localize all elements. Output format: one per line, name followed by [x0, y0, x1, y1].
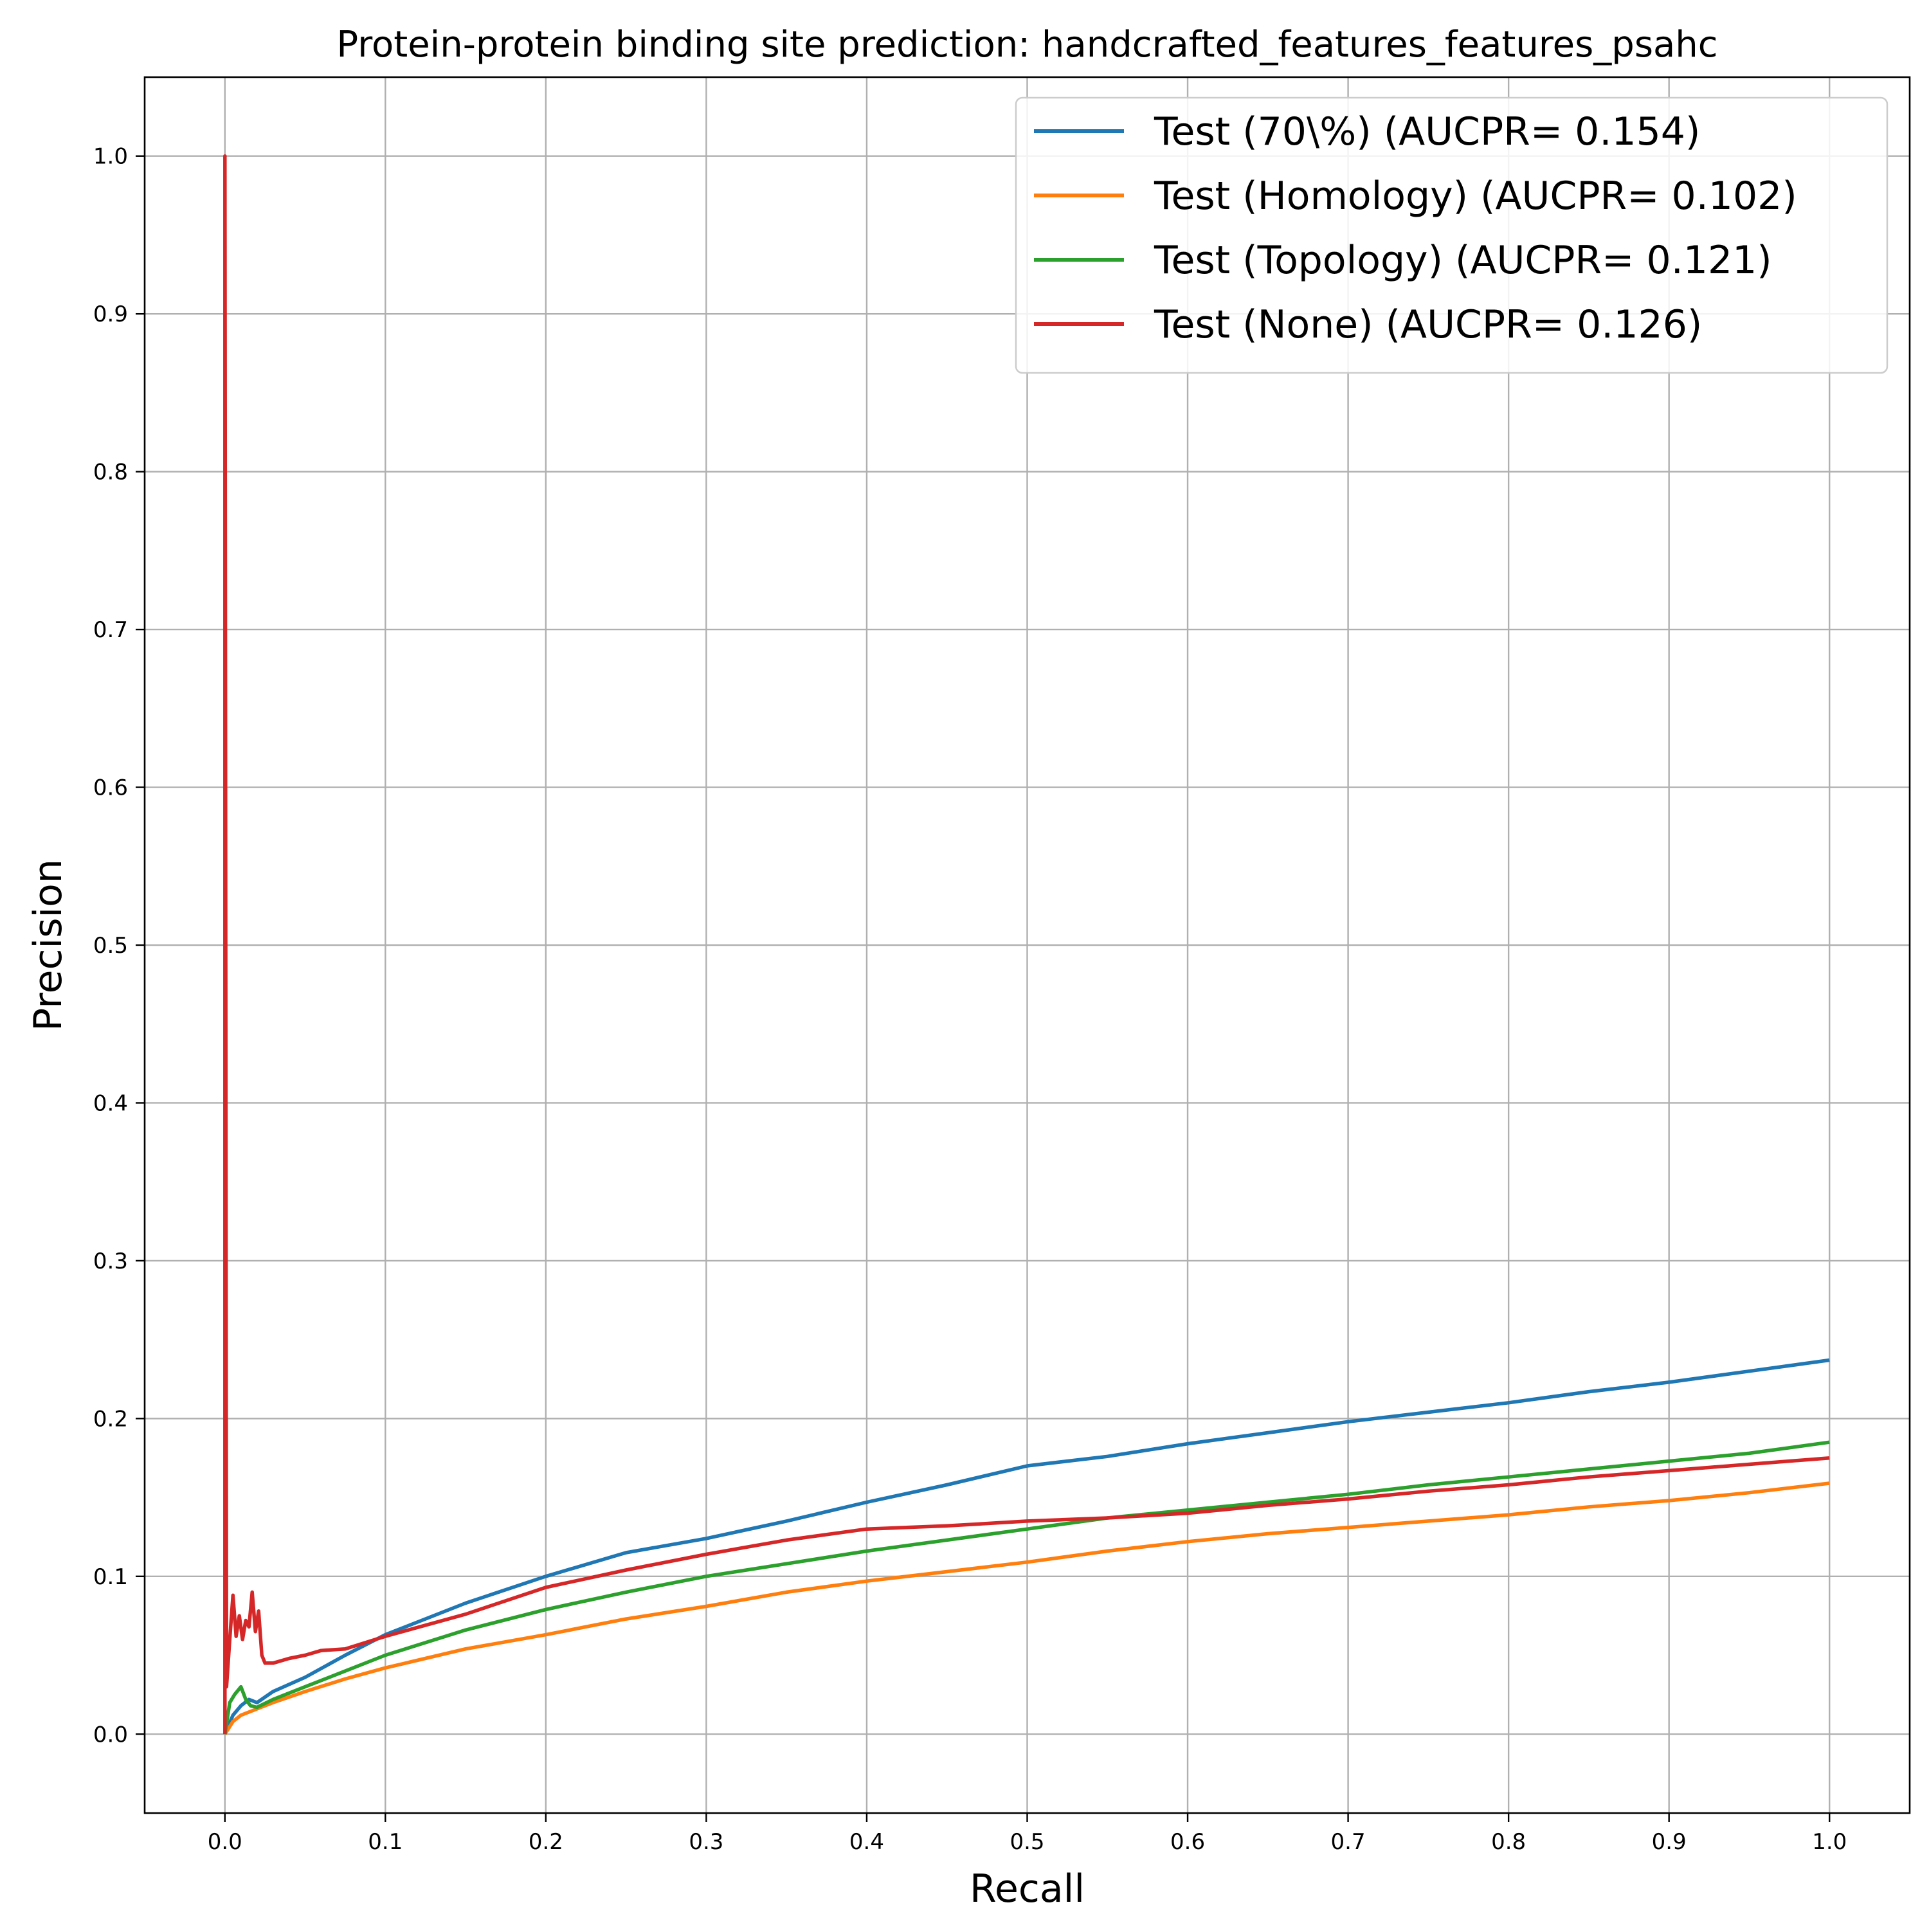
legend-label-2: Test (Topology) (AUCPR= 0.121): [1154, 238, 1772, 283]
x-tick-label: 1.0: [1812, 1829, 1847, 1855]
legend-label-1: Test (Homology) (AUCPR= 0.102): [1154, 174, 1797, 219]
y-tick-label: 0.2: [93, 1406, 128, 1432]
y-tick-label: 0.7: [93, 617, 128, 643]
x-tick-label: 0.2: [529, 1829, 563, 1855]
y-tick-label: 1.0: [93, 144, 128, 170]
x-tick-label: 0.6: [1170, 1829, 1205, 1855]
legend: Test (70\%) (AUCPR= 0.154) Test (Homology…: [1015, 96, 1888, 374]
x-tick-label: 0.4: [849, 1829, 884, 1855]
series-line-3: [223, 154, 1830, 1735]
x-tick-label: 0.8: [1491, 1829, 1526, 1855]
x-tick-label: 0.9: [1652, 1829, 1687, 1855]
legend-label-0: Test (70\%) (AUCPR= 0.154): [1154, 109, 1700, 154]
y-tick-label: 0.6: [93, 775, 128, 801]
y-tick-label: 0.3: [93, 1249, 128, 1274]
chart-title: Protein-protein binding site prediction:…: [336, 24, 1717, 66]
x-axis-title: Recall: [970, 1866, 1085, 1911]
y-tick-label: 0.5: [93, 933, 128, 959]
y-tick-label: 0.4: [93, 1090, 128, 1116]
y-tick-label: 0.0: [93, 1722, 128, 1747]
x-tick-label: 0.3: [689, 1829, 723, 1855]
y-tick-label: 0.1: [93, 1564, 128, 1590]
x-tick-label: 0.0: [208, 1829, 242, 1855]
legend-label-3: Test (None) (AUCPR= 0.126): [1154, 302, 1702, 347]
ticks-layer: 0.0 0.1 0.2 0.3 0.4 0.5 0.6 0.7 0.8 0.9 1.0 0.0 0.1 0…: [93, 144, 1847, 1855]
x-tick-label: 0.7: [1331, 1829, 1366, 1855]
series-line-2: [223, 1440, 1830, 1735]
series-line-1: [223, 1481, 1830, 1735]
y-tick-label: 0.8: [93, 460, 128, 485]
series-layer: [223, 154, 1830, 1735]
y-axis-title: Precision: [26, 859, 71, 1031]
x-tick-label: 0.1: [368, 1829, 403, 1855]
x-tick-label: 0.5: [1010, 1829, 1044, 1855]
series-line-0: [223, 1358, 1830, 1735]
y-tick-label: 0.9: [93, 302, 128, 327]
legend-box: [1015, 96, 1888, 374]
